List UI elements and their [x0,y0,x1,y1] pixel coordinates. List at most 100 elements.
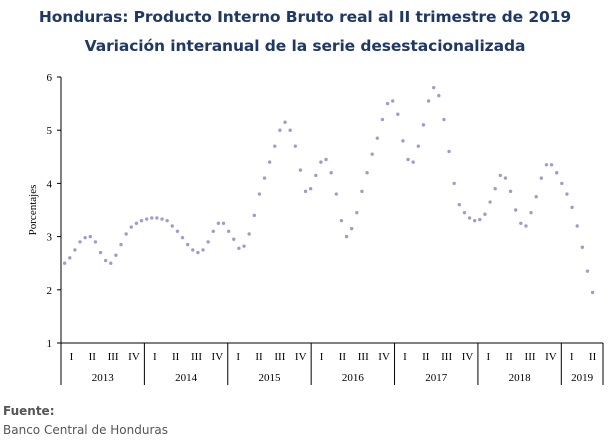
data-point [119,242,123,247]
data-point [103,258,108,263]
data-point [267,160,272,164]
data-point [431,85,436,90]
data-point [524,224,528,228]
data-point [426,99,431,103]
data-point [462,210,467,215]
data-point [493,187,497,191]
x-year-label: 2019 [571,372,594,384]
data-point [513,208,518,212]
x-year-label: 2018 [509,372,532,384]
data-point [498,173,503,178]
data-point [334,192,338,196]
y-tick-label: 3 [47,232,53,244]
data-point [278,128,282,132]
data-point [324,157,328,162]
data-point [503,176,508,180]
x-year-label: 2016 [342,372,365,384]
data-point [478,217,482,222]
data-point [555,171,559,175]
x-quarter-label: II [506,351,514,363]
data-point [519,221,523,225]
data-point [580,245,585,249]
x-quarter-label: IV [212,351,224,363]
x-year-label: 2013 [92,372,115,384]
data-point [206,240,210,244]
data-point [257,192,262,196]
data-point [93,240,98,244]
x-quarter-label: IV [295,351,307,363]
x-quarter-label: II [339,351,347,363]
data-point [329,171,333,175]
data-point [406,157,410,162]
x-quarter-label: III [191,351,202,363]
data-point [339,218,344,223]
y-tick-label: 2 [47,285,53,297]
data-point [283,120,287,124]
x-quarter-label: I [320,351,324,363]
data-point [288,128,292,132]
x-quarter-label: I [153,351,157,363]
data-point [160,217,164,221]
x-quarter-label: III [358,351,369,363]
data-point [457,202,462,207]
data-point [560,181,564,186]
x-quarter-label: II [422,351,430,363]
x-quarter-label: I [487,351,491,363]
data-point [211,229,215,233]
data-point [421,123,426,127]
data-point [396,112,400,116]
data-point [124,232,128,236]
x-quarter-label: II [172,351,180,363]
data-point [180,235,185,240]
chart-title: Honduras: Producto Interno Bruto real al… [38,8,572,26]
data-point [319,160,323,164]
data-point [226,229,231,233]
data-point [308,187,313,191]
x-quarter-label: I [403,351,407,363]
data-point [298,168,303,172]
data-point [191,248,195,252]
data-point [98,250,103,255]
data-point [529,210,533,215]
data-point [73,248,77,252]
x-year-label: 2014 [175,372,198,384]
data-point [488,200,492,204]
data-point [129,225,133,229]
y-tick-label: 6 [47,72,53,84]
data-point [293,144,297,148]
data-point [590,290,595,295]
y-tick-label: 5 [47,125,53,137]
x-quarter-label: I [70,351,74,363]
data-point [314,173,318,178]
data-point [303,189,308,194]
data-point [549,163,554,167]
data-point [109,261,113,265]
data-point [78,240,82,244]
data-point [534,195,538,199]
data-point [170,224,174,228]
data-point [442,117,446,122]
data-point [62,261,67,265]
data-point [273,144,277,148]
x-quarter-label: III [108,351,119,363]
data-point [385,101,390,106]
data-point [452,181,456,186]
data-point [221,221,226,225]
data-point [134,221,139,225]
data-point [68,256,72,260]
x-year-label: 2015 [258,372,281,384]
data-point [155,216,159,220]
y-axis-label: Porcentajes [27,185,39,236]
data-point [365,171,369,175]
data-point [201,248,205,252]
x-quarter-label: IV [378,351,390,363]
data-point [508,189,513,194]
data-point [375,136,379,140]
data-point [114,253,118,257]
data-point [232,237,236,241]
x-quarter-label: IV [545,351,557,363]
data-point [544,163,549,167]
y-tick-label: 1 [47,338,53,350]
data-point [150,216,154,220]
